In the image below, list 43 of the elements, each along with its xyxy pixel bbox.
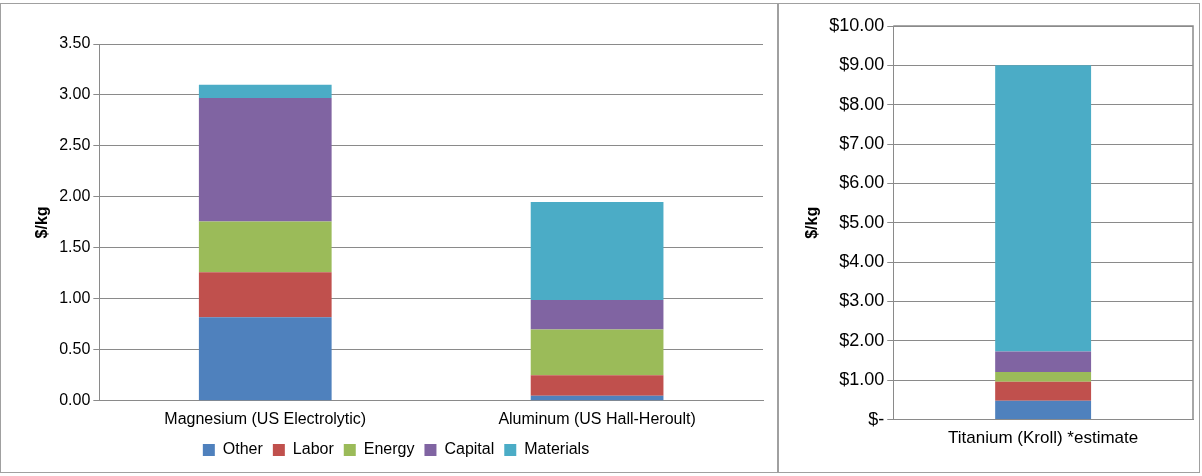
legend-label: Other bbox=[222, 440, 264, 458]
y-tick-label: $2.00 bbox=[839, 329, 885, 350]
bar bbox=[995, 400, 1092, 420]
y-tick-label: 3.00 bbox=[59, 85, 91, 103]
bar bbox=[198, 84, 332, 99]
y-tick-label: $4.00 bbox=[839, 251, 885, 272]
y-tick-label: 3.50 bbox=[59, 34, 91, 52]
bar bbox=[198, 272, 332, 318]
y-tick-label: 2.50 bbox=[59, 136, 91, 154]
legend-label: Labor bbox=[292, 440, 335, 458]
bar bbox=[198, 221, 332, 273]
y-axis-title: $/kg bbox=[803, 206, 821, 239]
bar bbox=[995, 65, 1092, 352]
bar bbox=[198, 317, 332, 401]
y-tick-label: $1.00 bbox=[839, 369, 885, 390]
y-tick-label: $10.00 bbox=[829, 14, 885, 35]
y-tick-label: 1.50 bbox=[59, 238, 91, 256]
y-tick-label: $7.00 bbox=[839, 133, 885, 154]
y-tick-label: $8.00 bbox=[839, 93, 885, 114]
bar bbox=[198, 98, 332, 222]
bar bbox=[530, 202, 664, 300]
y-tick-label: 1.00 bbox=[59, 289, 91, 307]
y-tick-label: $6.00 bbox=[839, 172, 885, 193]
legend-label: Materials bbox=[524, 440, 590, 458]
bar bbox=[995, 371, 1092, 382]
y-tick-label: $9.00 bbox=[839, 54, 885, 75]
x-tick-label: Titanium (Kroll) *estimate bbox=[948, 428, 1139, 448]
y-tick-label: $5.00 bbox=[839, 211, 885, 232]
bar bbox=[530, 375, 664, 396]
y-tick-label: 2.00 bbox=[59, 187, 91, 205]
bar bbox=[995, 351, 1092, 372]
x-tick-label: Aluminum (US Hall-Heroult) bbox=[498, 409, 696, 427]
y-tick-label: 0.50 bbox=[59, 340, 91, 358]
y-tick-label: $- bbox=[868, 408, 885, 429]
legend-label: Energy bbox=[363, 440, 415, 458]
bar bbox=[530, 299, 664, 330]
bar bbox=[995, 381, 1092, 401]
y-axis-title: $/kg bbox=[33, 206, 51, 239]
y-tick-label: $3.00 bbox=[839, 290, 885, 311]
y-tick-label: 0.00 bbox=[59, 391, 91, 409]
bar bbox=[530, 329, 664, 376]
legend-label: Capital bbox=[444, 440, 495, 458]
x-tick-label: Magnesium (US Electrolytic) bbox=[164, 409, 367, 427]
